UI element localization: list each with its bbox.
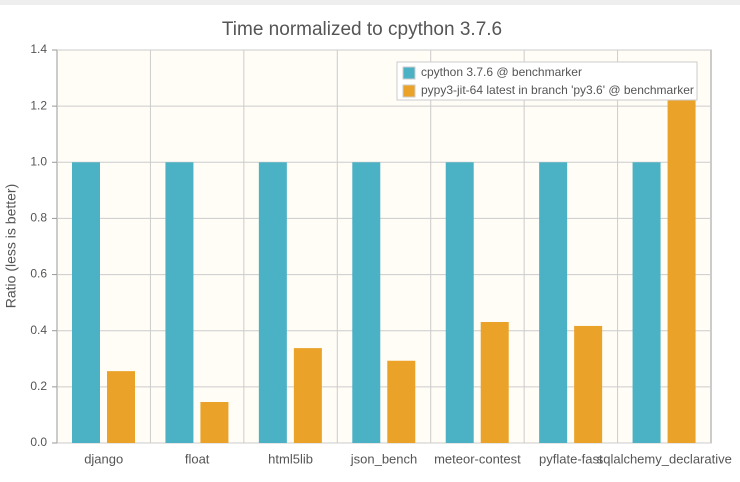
x-tick-label: meteor-contest [434, 451, 521, 466]
y-tick-label: 0.0 [30, 435, 47, 449]
bar [258, 162, 287, 444]
bar [480, 322, 509, 443]
bar [72, 162, 100, 444]
bar [667, 92, 696, 444]
chart-title: Time normalized to cpython 3.7.6 [222, 19, 502, 40]
y-tick-label: 1.4 [30, 42, 47, 56]
y-tick-label: 0.4 [30, 323, 47, 337]
top-strip [0, 0, 740, 5]
x-tick-label: json_bench [350, 451, 418, 466]
plot-area [56, 49, 712, 444]
x-tick-label: html5lib [268, 451, 313, 466]
bar [445, 162, 474, 444]
bar [352, 162, 381, 444]
legend: cpython 3.7.6 @ benchmarker pypy3-jit-64 … [396, 61, 698, 101]
bar [200, 402, 229, 443]
y-tick-label: 0.8 [30, 211, 47, 225]
bar [632, 162, 661, 444]
plot: 0.0 0.2 0.4 0.6 0.8 1.0 1.2 1.4 django float html5… [30, 42, 732, 466]
x-tick-label: django [84, 451, 123, 466]
legend-swatch [402, 84, 416, 98]
bar [165, 162, 194, 444]
bar [293, 348, 322, 443]
bar [107, 371, 135, 443]
y-axis-label: Ratio (less is better) [3, 184, 19, 308]
y-tick-label: 0.2 [30, 379, 47, 393]
bar [387, 360, 416, 443]
bar [574, 325, 603, 443]
legend-label: cpython 3.7.6 @ benchmarker [421, 65, 582, 79]
y-tick-label: 1.0 [30, 154, 47, 168]
bar [539, 162, 568, 444]
legend-swatch [402, 66, 416, 80]
y-tick-label: 1.2 [30, 98, 47, 112]
legend-box [396, 61, 698, 101]
legend-label: pypy3-jit-64 latest in branch 'py3.6' @ … [421, 83, 694, 97]
x-tick-label: sqlalchemy_declarative [597, 451, 732, 466]
x-tick-label: float [185, 451, 210, 466]
x-tick-label: pyflate-fast [539, 451, 603, 466]
y-tick-label: 0.6 [30, 267, 47, 281]
